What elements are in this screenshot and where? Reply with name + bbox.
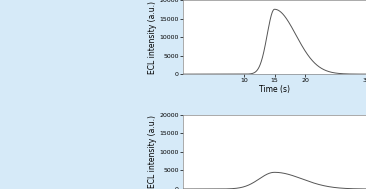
- X-axis label: Time (s): Time (s): [259, 85, 290, 94]
- Y-axis label: ECL intensity (a.u.): ECL intensity (a.u.): [147, 1, 157, 74]
- Y-axis label: ECL intensity (a.u.): ECL intensity (a.u.): [147, 115, 157, 188]
